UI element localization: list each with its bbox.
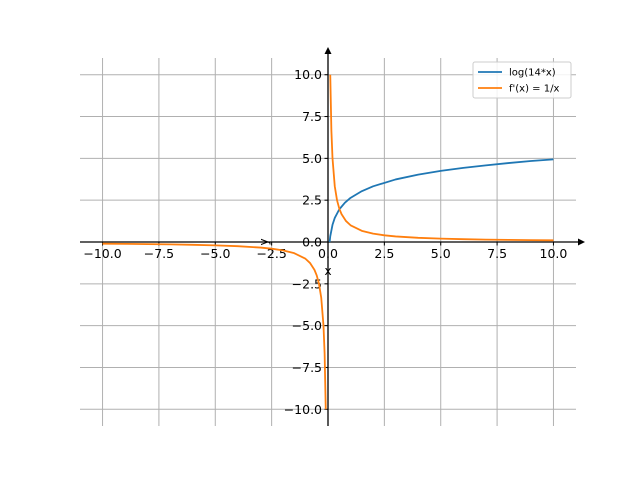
y-tick-label: −5.0	[292, 318, 322, 333]
legend-entry: log(14*x)	[509, 68, 556, 79]
x-tick-label: 0.0	[318, 246, 338, 261]
y-tick-label: 2.5	[302, 193, 322, 208]
tick-labels: −10.0 −7.5 −5.0 −2.5 0.0 2.5 5.0 7.5 10.0 −10.0 −7…	[83, 67, 567, 417]
y-tick-label: −10.0	[284, 402, 322, 417]
series-line-2	[102, 242, 327, 410]
axes	[80, 47, 585, 426]
y-tick-label: 5.0	[302, 151, 322, 166]
legend: log(14*x) f'(x) = 1/x	[472, 61, 572, 99]
y-tick-label: 7.5	[302, 109, 322, 124]
x-tick-label: −5.0	[200, 246, 230, 261]
x-tick-label: 7.5	[487, 246, 507, 261]
legend-frame	[472, 61, 572, 99]
series-line-2	[329, 74, 554, 242]
x-tick-label: 10.0	[540, 246, 568, 261]
x-axis-arrow	[578, 238, 585, 246]
x-tick-label: 2.5	[374, 246, 394, 261]
series-line-1	[328, 158, 554, 243]
x-tick-label: 5.0	[431, 246, 451, 261]
x-tick-label: −7.5	[144, 246, 174, 261]
y-tick-label: 0.0	[302, 235, 322, 250]
y-axis-label: y	[257, 238, 271, 245]
x-tick-label: −10.0	[83, 246, 121, 261]
y-tick-label: −7.5	[292, 360, 322, 375]
y-tick-label: −2.5	[292, 276, 322, 291]
plot-area	[102, 74, 554, 410]
y-axis-arrow	[324, 47, 332, 54]
x-axis-label: x	[324, 264, 331, 278]
y-tick-label: 10.0	[294, 67, 322, 82]
legend-entry: f'(x) = 1/x	[509, 84, 559, 95]
